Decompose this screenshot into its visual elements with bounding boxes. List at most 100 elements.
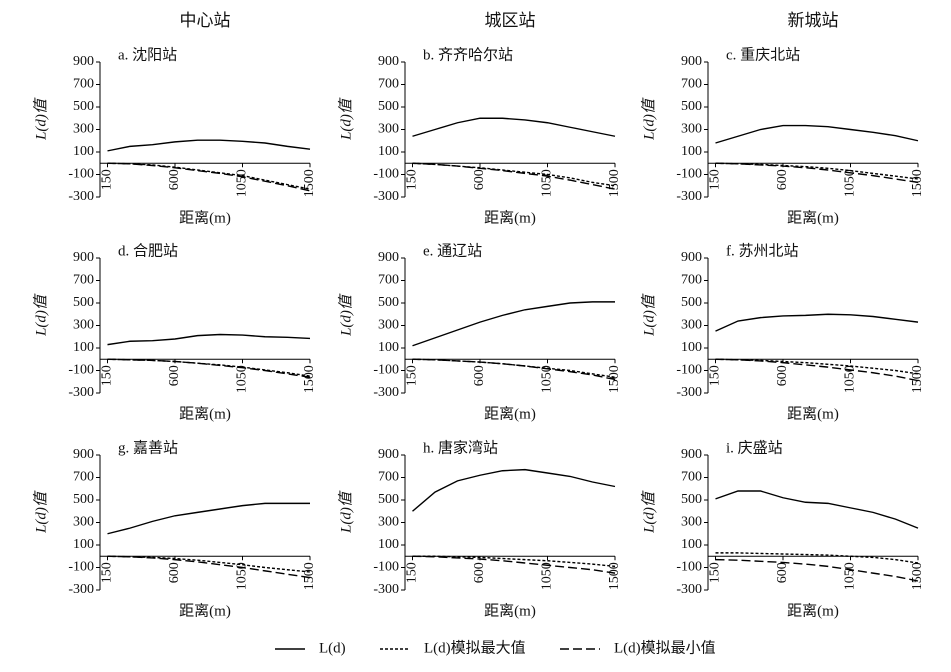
x-tick-label: 150 [100, 169, 115, 190]
chart-title: c. 重庆北站 [726, 46, 800, 63]
x-tick-label: 600 [472, 169, 487, 190]
x-tick-label: 1500 [302, 169, 317, 197]
series-line [715, 358, 919, 375]
y-tick-label: 300 [73, 515, 94, 530]
y-tick-label: -100 [373, 560, 399, 575]
y-tick-label: 700 [73, 273, 94, 288]
series-line [412, 162, 616, 187]
y-tick-label: -300 [68, 385, 94, 400]
y-tick-label: 700 [378, 470, 399, 485]
series-line [412, 358, 616, 378]
chart-title: a. 沈阳站 [118, 46, 177, 63]
y-tick-label: 500 [378, 99, 399, 114]
y-tick-label: 900 [73, 54, 94, 69]
chart-title: i. 庆盛站 [726, 439, 783, 456]
y-tick-label: 300 [681, 318, 702, 333]
y-tick-label: 500 [681, 295, 702, 310]
x-tick-label: 1050 [843, 169, 858, 197]
x-axis-label: 距离(m) [179, 209, 231, 226]
series-line [412, 162, 616, 190]
x-axis-label: 距离(m) [484, 602, 536, 619]
x-tick-label: 1500 [607, 562, 622, 590]
legend-label: L(d) [319, 640, 346, 656]
y-tick-label: 900 [378, 54, 399, 69]
x-tick-label: 600 [167, 169, 182, 190]
y-tick-label: 500 [73, 99, 94, 114]
x-axis-label: 距离(m) [484, 209, 536, 226]
y-tick-label: 100 [681, 144, 702, 159]
y-axis-label: L(d)值 [32, 293, 49, 337]
x-tick-label: 150 [100, 365, 115, 386]
y-tick-label: 100 [73, 340, 94, 355]
y-tick-label: -100 [373, 167, 399, 182]
series-line [412, 555, 616, 574]
y-tick-label: 100 [73, 537, 94, 552]
legend-label: L(d)模拟最大值 [424, 639, 526, 656]
series-line [412, 301, 615, 347]
series-line [715, 490, 919, 529]
y-tick-label: 100 [378, 537, 399, 552]
y-tick-label: 500 [73, 492, 94, 507]
x-tick-label: 150 [708, 562, 723, 583]
x-tick-label: 1500 [607, 169, 622, 197]
y-tick-label: 100 [378, 144, 399, 159]
series-line [107, 162, 311, 192]
y-tick-label: 300 [681, 515, 702, 530]
y-tick-label: 900 [681, 447, 702, 462]
y-tick-label: -300 [68, 189, 94, 204]
y-tick-label: 300 [681, 122, 702, 137]
x-tick-label: 600 [472, 562, 487, 583]
series-line [107, 358, 311, 378]
x-tick-label: 1500 [302, 562, 317, 590]
y-tick-label: 900 [681, 54, 702, 69]
series-line [107, 555, 311, 573]
y-tick-label: 500 [378, 492, 399, 507]
x-tick-label: 150 [405, 365, 420, 386]
x-tick-label: 600 [167, 562, 182, 583]
y-tick-label: 900 [73, 447, 94, 462]
chart-title: b. 齐齐哈尔站 [423, 46, 513, 63]
legend-label: L(d)模拟最小值 [614, 639, 716, 656]
x-tick-label: 1500 [302, 365, 317, 393]
series-line [715, 162, 919, 184]
y-tick-label: 900 [378, 250, 399, 265]
y-tick-label: 700 [73, 77, 94, 92]
x-axis-label: 距离(m) [787, 602, 839, 619]
y-tick-label: -100 [676, 167, 702, 182]
y-tick-label: 300 [378, 122, 399, 137]
y-tick-label: -100 [373, 363, 399, 378]
y-tick-label: 700 [378, 77, 399, 92]
y-tick-label: 300 [73, 122, 94, 137]
series-line [715, 162, 919, 180]
y-tick-label: -100 [68, 363, 94, 378]
x-tick-label: 1500 [910, 169, 925, 197]
series-line [412, 358, 616, 381]
x-tick-label: 150 [405, 169, 420, 190]
series-line [412, 468, 616, 512]
series-line [715, 558, 919, 582]
column-title: 中心站 [180, 11, 231, 30]
chart-title: d. 合肥站 [118, 242, 178, 259]
x-axis-label: 距离(m) [787, 405, 839, 422]
y-tick-label: 100 [378, 340, 399, 355]
y-tick-label: 500 [73, 295, 94, 310]
x-axis-label: 距离(m) [179, 405, 231, 422]
chart-title: g. 嘉善站 [118, 439, 178, 456]
x-tick-label: 150 [100, 562, 115, 583]
y-tick-label: 700 [681, 470, 702, 485]
chart-title: e. 通辽站 [423, 242, 482, 259]
x-tick-label: 1500 [910, 562, 925, 590]
x-tick-label: 600 [167, 365, 182, 386]
x-tick-label: 1050 [843, 365, 858, 393]
y-tick-label: -300 [373, 385, 399, 400]
y-tick-label: -300 [68, 582, 94, 597]
y-axis-label: L(d)值 [640, 293, 657, 337]
y-axis-label: L(d)值 [337, 293, 354, 337]
series-line [107, 555, 311, 579]
y-tick-label: 500 [378, 295, 399, 310]
x-tick-label: 1500 [910, 365, 925, 393]
series-line [107, 139, 311, 152]
y-tick-label: 500 [681, 99, 702, 114]
x-tick-label: 600 [775, 169, 790, 190]
x-tick-label: 1050 [235, 365, 250, 393]
